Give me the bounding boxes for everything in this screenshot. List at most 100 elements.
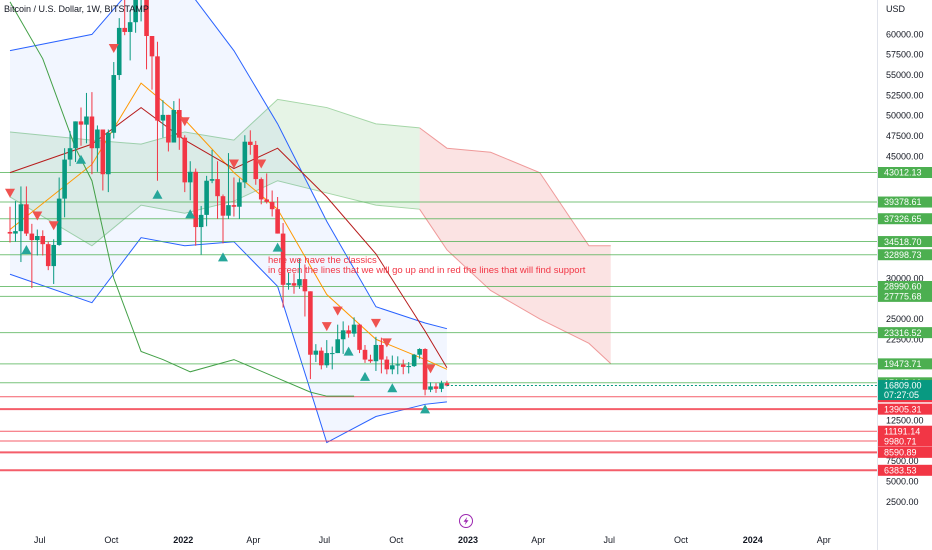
signal-up-marker (185, 209, 196, 219)
lightning-bolt-shape (463, 517, 469, 525)
time-axis-tick: 2023 (458, 535, 478, 545)
price-badge-green (878, 280, 932, 292)
candle-body (84, 116, 89, 125)
time-axis-tick: Oct (104, 535, 119, 545)
candle-body (231, 205, 237, 207)
candle-body (297, 279, 302, 286)
price-axis-tick: 47500.00 (886, 131, 924, 141)
price-badge-green-text: 32898.73 (884, 250, 922, 260)
candle-body (242, 141, 248, 183)
signal-down-marker (321, 322, 332, 332)
candle-body (122, 27, 127, 32)
price-axis-tick: 30000.00 (886, 273, 924, 283)
time-axis-tick: Jul (34, 535, 46, 545)
signal-up-marker (218, 252, 228, 262)
chart-annotation[interactable]: here we have the classics in green the l… (268, 256, 585, 276)
candle-body (89, 116, 95, 149)
candle-body (166, 114, 171, 143)
candle-body (106, 132, 111, 175)
price-axis-tick: 57500.00 (886, 50, 924, 60)
price-axis-tick: 50000.00 (886, 111, 924, 121)
price-axis-tick: 25000.00 (886, 314, 924, 324)
price-axis-currency: USD (886, 4, 906, 14)
time-axis-tick: Jul (319, 535, 331, 545)
signal-down-marker (381, 338, 392, 348)
price-axis-tick: 2500.00 (886, 497, 919, 507)
candle-body (171, 110, 177, 143)
annotation-line-1: here we have the classics (268, 255, 377, 266)
plot-area (0, 0, 877, 472)
annotation-line-2: in green the lines that we will go up an… (268, 265, 586, 276)
price-badge-red (878, 425, 932, 437)
time-axis-tick: 2022 (173, 535, 193, 545)
price-badge-red (878, 403, 932, 415)
price-axis-tick: 7500.00 (886, 456, 919, 466)
candle-body (13, 231, 18, 234)
price-axis-tick: 22500.00 (886, 334, 924, 344)
candle-body (155, 56, 160, 121)
signal-down-marker (32, 211, 43, 221)
time-axis-tick: Jul (603, 535, 615, 545)
candle-body (40, 236, 46, 245)
candle-body (111, 75, 117, 133)
candle-body (226, 205, 231, 216)
candle-body (35, 236, 40, 241)
candle-body (302, 279, 308, 292)
candle-body (291, 283, 297, 286)
candle-body (308, 291, 313, 355)
price-axis-tick: 45000.00 (886, 151, 924, 161)
candle-body (351, 324, 357, 334)
time-axis-tick: 2024 (743, 535, 763, 545)
candle-body (433, 386, 439, 389)
price-badge-green (878, 249, 932, 261)
price-scale-border (877, 0, 878, 550)
time-axis-tick: Oct (389, 535, 404, 545)
price-badge-red-text: 11191.14 (884, 426, 920, 436)
price-badge-green (878, 358, 932, 370)
signal-down-marker (332, 306, 343, 316)
candle-body (286, 283, 291, 285)
signal-up-marker (76, 154, 86, 164)
price-badge-green-text: 27775.68 (884, 292, 922, 302)
bb-fill (10, 0, 447, 443)
candle-body (313, 350, 319, 355)
candle-body (269, 201, 275, 210)
candle-body (400, 364, 406, 367)
time-axis-tick: Apr (817, 535, 831, 545)
candle-body (422, 349, 428, 390)
signal-down-marker (425, 364, 436, 374)
price-axis-tick: 5000.00 (886, 477, 919, 487)
candle-body (220, 196, 226, 216)
candle-body (444, 383, 450, 386)
candle-body (127, 22, 133, 32)
candle-body (357, 324, 362, 350)
price-badge-red (878, 446, 932, 458)
price-badge-green-text: 19473.71 (884, 359, 922, 369)
candle-body (160, 114, 166, 121)
symbol-title-text: Bitcoin / U.S. Dollar, 1W, BITSTAMP (4, 4, 149, 14)
candle-body (24, 204, 29, 234)
candle-body (95, 129, 100, 149)
price-badge-green-text: 43012.13 (884, 168, 922, 178)
candle-body (340, 330, 346, 340)
candle-body (362, 349, 368, 360)
signal-down-marker (179, 117, 190, 127)
price-axis-tick: 55000.00 (886, 70, 924, 80)
price-badge-red-text: 8590.89 (884, 448, 917, 458)
signal-up-marker (420, 404, 431, 414)
candle-body (204, 180, 209, 215)
kumo-bottom-line-red (419, 208, 612, 365)
price-badge-green (878, 290, 932, 302)
candle-body (149, 36, 155, 57)
price-badge-green-text: 28990.60 (884, 282, 922, 292)
price-badge-current-countdown: 07:27:05 (884, 390, 919, 400)
candle-body (324, 353, 330, 366)
signal-down-marker (370, 318, 381, 328)
candle-body (373, 344, 379, 362)
candle-body (368, 359, 373, 362)
signal-down-marker (108, 44, 119, 54)
signal-up-marker (152, 189, 163, 199)
kumo-top-line-red (419, 127, 611, 247)
